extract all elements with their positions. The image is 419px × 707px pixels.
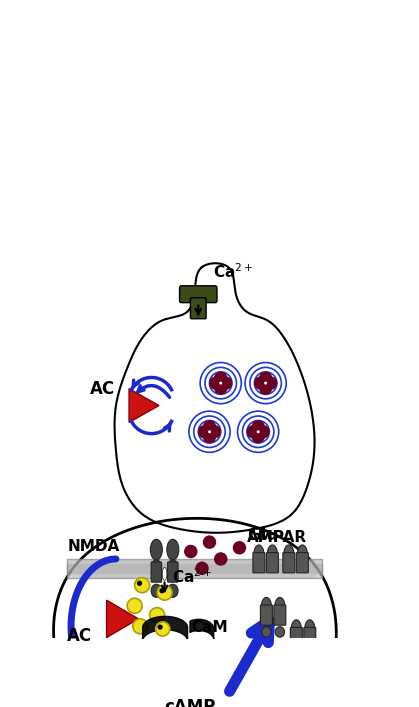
Ellipse shape	[284, 545, 294, 566]
Circle shape	[155, 622, 170, 636]
Circle shape	[194, 416, 225, 448]
FancyBboxPatch shape	[260, 605, 272, 625]
Circle shape	[208, 425, 221, 438]
Circle shape	[257, 431, 260, 433]
Circle shape	[247, 421, 269, 443]
FancyBboxPatch shape	[180, 286, 217, 303]
Circle shape	[245, 363, 286, 404]
Circle shape	[189, 411, 230, 452]
Circle shape	[254, 372, 277, 395]
Circle shape	[233, 541, 246, 554]
Circle shape	[214, 371, 228, 385]
Circle shape	[210, 372, 232, 395]
Ellipse shape	[275, 626, 285, 637]
Polygon shape	[173, 664, 194, 681]
Ellipse shape	[151, 584, 162, 597]
Circle shape	[251, 430, 265, 443]
Circle shape	[205, 368, 236, 399]
Circle shape	[246, 425, 260, 438]
Circle shape	[203, 420, 216, 433]
Circle shape	[261, 379, 270, 387]
FancyBboxPatch shape	[296, 553, 308, 573]
Circle shape	[264, 382, 267, 385]
FancyBboxPatch shape	[253, 553, 265, 573]
Circle shape	[238, 411, 279, 452]
Ellipse shape	[291, 620, 302, 641]
Ellipse shape	[152, 560, 160, 569]
Text: NMDA: NMDA	[67, 539, 119, 554]
Circle shape	[251, 420, 265, 433]
Circle shape	[157, 585, 172, 600]
Circle shape	[253, 427, 263, 436]
Circle shape	[133, 619, 148, 633]
Polygon shape	[106, 600, 138, 638]
Circle shape	[216, 379, 225, 387]
Circle shape	[195, 561, 209, 575]
Ellipse shape	[169, 560, 177, 569]
Text: Ca$^{2+}$: Ca$^{2+}$	[172, 568, 212, 586]
Text: AC: AC	[67, 627, 93, 645]
Circle shape	[150, 607, 165, 623]
Polygon shape	[132, 686, 153, 703]
Text: AMPAR: AMPAR	[247, 530, 307, 545]
Circle shape	[219, 382, 222, 385]
Ellipse shape	[162, 568, 167, 580]
Circle shape	[203, 535, 216, 549]
Circle shape	[256, 425, 270, 438]
Polygon shape	[129, 389, 159, 422]
Ellipse shape	[292, 649, 301, 660]
Ellipse shape	[167, 539, 179, 560]
Circle shape	[208, 431, 211, 433]
Circle shape	[200, 363, 241, 404]
Circle shape	[219, 376, 232, 390]
Circle shape	[205, 427, 214, 436]
FancyBboxPatch shape	[290, 627, 302, 648]
Circle shape	[137, 580, 142, 586]
Circle shape	[184, 545, 197, 559]
FancyBboxPatch shape	[190, 298, 206, 319]
Ellipse shape	[262, 626, 271, 637]
Circle shape	[259, 381, 272, 395]
FancyBboxPatch shape	[151, 562, 162, 582]
Circle shape	[214, 552, 228, 566]
FancyBboxPatch shape	[274, 605, 286, 625]
Polygon shape	[162, 688, 183, 705]
FancyBboxPatch shape	[304, 627, 316, 648]
Ellipse shape	[305, 649, 315, 660]
Ellipse shape	[253, 545, 264, 566]
Text: Ca$^{2+}$: Ca$^{2+}$	[213, 262, 253, 281]
Text: Glu: Glu	[247, 526, 278, 544]
Ellipse shape	[150, 539, 162, 560]
FancyBboxPatch shape	[266, 553, 278, 573]
Circle shape	[198, 421, 221, 443]
Polygon shape	[143, 664, 164, 681]
Circle shape	[250, 368, 281, 399]
Circle shape	[254, 376, 267, 390]
Ellipse shape	[274, 597, 285, 618]
Circle shape	[209, 376, 222, 390]
Circle shape	[198, 425, 211, 438]
FancyBboxPatch shape	[283, 553, 295, 573]
Ellipse shape	[305, 620, 315, 641]
Ellipse shape	[261, 597, 272, 618]
Circle shape	[203, 430, 216, 443]
Text: AC: AC	[90, 380, 115, 398]
Ellipse shape	[267, 545, 278, 566]
Ellipse shape	[297, 545, 308, 566]
FancyBboxPatch shape	[67, 559, 322, 578]
Polygon shape	[114, 263, 315, 533]
Circle shape	[158, 624, 163, 630]
FancyBboxPatch shape	[168, 562, 178, 582]
Text: cAMP: cAMP	[165, 699, 216, 707]
Circle shape	[159, 588, 165, 593]
Text: CaM: CaM	[191, 620, 228, 635]
Circle shape	[127, 598, 142, 613]
Circle shape	[134, 578, 150, 592]
Circle shape	[259, 371, 272, 385]
Polygon shape	[54, 518, 336, 707]
Circle shape	[264, 376, 277, 390]
Circle shape	[243, 416, 274, 448]
Circle shape	[214, 381, 228, 395]
Ellipse shape	[168, 584, 178, 597]
